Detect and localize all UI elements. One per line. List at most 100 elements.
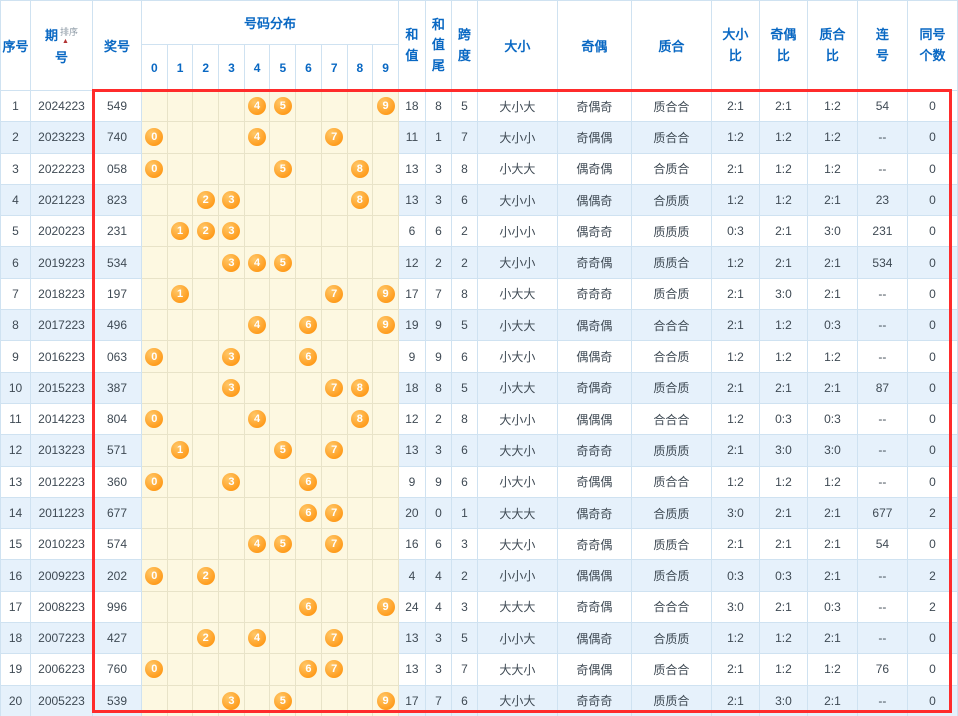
digit-cell	[243, 653, 271, 686]
number-ball: 6	[299, 472, 318, 491]
digit-cell	[295, 559, 322, 592]
sum-cell: 17	[397, 277, 426, 311]
digit-cell	[192, 121, 220, 154]
same-count-cell: 0	[906, 684, 958, 716]
digit-cell	[192, 590, 220, 624]
digit-cell: 2	[192, 559, 220, 592]
digit-cell	[192, 653, 220, 686]
prize-cell: 574	[92, 528, 142, 561]
digit-cell: 0	[141, 152, 168, 185]
parity-header: 奇偶	[556, 0, 632, 91]
digit-cell	[295, 434, 322, 467]
prime-cell: 合合合	[630, 309, 712, 342]
sort-control[interactable]: 排序 ▲	[60, 25, 78, 45]
prime-ratio-cell: 2:1	[806, 496, 858, 530]
prime-cell: 质质质	[630, 434, 712, 467]
digit-cell: 7	[320, 528, 348, 561]
parity-ratio-cell: 1:2	[758, 622, 808, 655]
parity-cell: 偶偶奇	[556, 183, 632, 217]
serial-cell: 20	[0, 684, 31, 716]
digit-cell: 6	[295, 465, 322, 498]
prime-ratio-cell: 2:1	[806, 246, 858, 279]
digit-cell	[269, 559, 297, 592]
sum-tail-cell: 0	[424, 496, 452, 530]
number-ball: 0	[145, 566, 164, 585]
digit-cell	[372, 528, 399, 561]
span-cell: 5	[450, 89, 478, 123]
consecutive-cell: --	[856, 309, 908, 342]
consecutive-cell: 534	[856, 246, 908, 279]
digit-cell: 7	[320, 653, 348, 686]
prime-cell: 合质质	[630, 622, 712, 655]
table-row: 6 2019223 534 3 4 5 12 2 2 大小小 奇奇偶 质质合 1:2 2:1 2:1 534 0	[0, 246, 958, 279]
number-ball: 2	[196, 629, 215, 648]
period-header-label: 期	[44, 28, 58, 43]
digit-cell	[166, 309, 194, 342]
prime-cell: 质合合	[630, 653, 712, 686]
size-ratio-cell: 0:3	[710, 559, 760, 592]
number-ball: 8	[350, 191, 369, 210]
digit-column-header: 0	[141, 44, 168, 91]
number-ball: 9	[376, 97, 395, 116]
prize-cell: 534	[92, 246, 142, 279]
prize-cell: 677	[92, 496, 142, 530]
serial-cell: 10	[0, 371, 31, 404]
size-cell: 小小大	[476, 622, 558, 655]
table-row: 15 2010223 574 4 5 7 16 6 3 大大小 奇奇偶 质质合 2:1 2:1 2:1 54 0	[0, 528, 958, 561]
number-ball: 0	[145, 159, 164, 178]
digit-column-header: 4	[243, 44, 271, 91]
digit-cell	[166, 622, 194, 655]
serial-cell: 19	[0, 653, 31, 686]
size-cell: 大小大	[476, 684, 558, 716]
size-cell: 大小小	[476, 402, 558, 436]
digit-cell	[166, 559, 194, 592]
serial-cell: 6	[0, 246, 31, 279]
parity-ratio-cell: 2:1	[758, 371, 808, 404]
digit-cell	[320, 89, 348, 123]
same-count-cell: 0	[906, 121, 958, 154]
size-cell: 小小小	[476, 215, 558, 248]
number-ball: 0	[145, 347, 164, 366]
sum-cell: 13	[397, 183, 426, 217]
same-count-cell: 0	[906, 152, 958, 185]
period-cell: 2014223	[30, 402, 93, 436]
period-cell: 2011223	[30, 496, 93, 530]
digit-cell	[372, 121, 399, 154]
size-ratio-cell: 1:2	[710, 402, 760, 436]
size-cell: 大小大	[476, 89, 558, 123]
period-cell: 2020223	[30, 215, 93, 248]
prize-cell: 231	[92, 215, 142, 248]
sum-tail-cell: 8	[424, 371, 452, 404]
number-ball: 5	[273, 691, 292, 710]
number-ball: 4	[248, 629, 267, 648]
prize-cell: 387	[92, 371, 142, 404]
digit-cell	[372, 152, 399, 185]
sum-tail-cell: 6	[424, 215, 452, 248]
sum-cell: 9	[397, 465, 426, 498]
period-cell: 2006223	[30, 653, 93, 686]
consecutive-cell: 76	[856, 653, 908, 686]
same-count-cell: 0	[906, 340, 958, 373]
serial-header: 序号	[0, 0, 31, 91]
span-cell: 2	[450, 215, 478, 248]
period-sort-header[interactable]: 期 排序 ▲ 号	[30, 0, 93, 91]
period-cell: 2013223	[30, 434, 93, 467]
digit-cell: 1	[166, 434, 194, 467]
digit-cell: 9	[372, 590, 399, 624]
digit-cell	[166, 496, 194, 530]
digit-cell	[346, 528, 374, 561]
digit-cell	[372, 559, 399, 592]
consecutive-cell: 54	[856, 528, 908, 561]
digit-cell	[346, 465, 374, 498]
number-ball: 2	[196, 222, 215, 241]
period-cell: 2019223	[30, 246, 93, 279]
prime-ratio-cell: 1:2	[806, 89, 858, 123]
parity-ratio-cell: 2:1	[758, 246, 808, 279]
table-row: 17 2008223 996 6 9 24 4 3 大大大 奇奇偶 合合合 3:0 2:1 0:3 -- 2	[0, 590, 958, 624]
size-cell: 小大小	[476, 340, 558, 373]
digit-cell	[372, 246, 399, 279]
digit-cell	[372, 402, 399, 436]
prime-ratio-cell: 2:1	[806, 277, 858, 311]
span-cell: 3	[450, 590, 478, 624]
consecutive-cell: --	[856, 434, 908, 467]
